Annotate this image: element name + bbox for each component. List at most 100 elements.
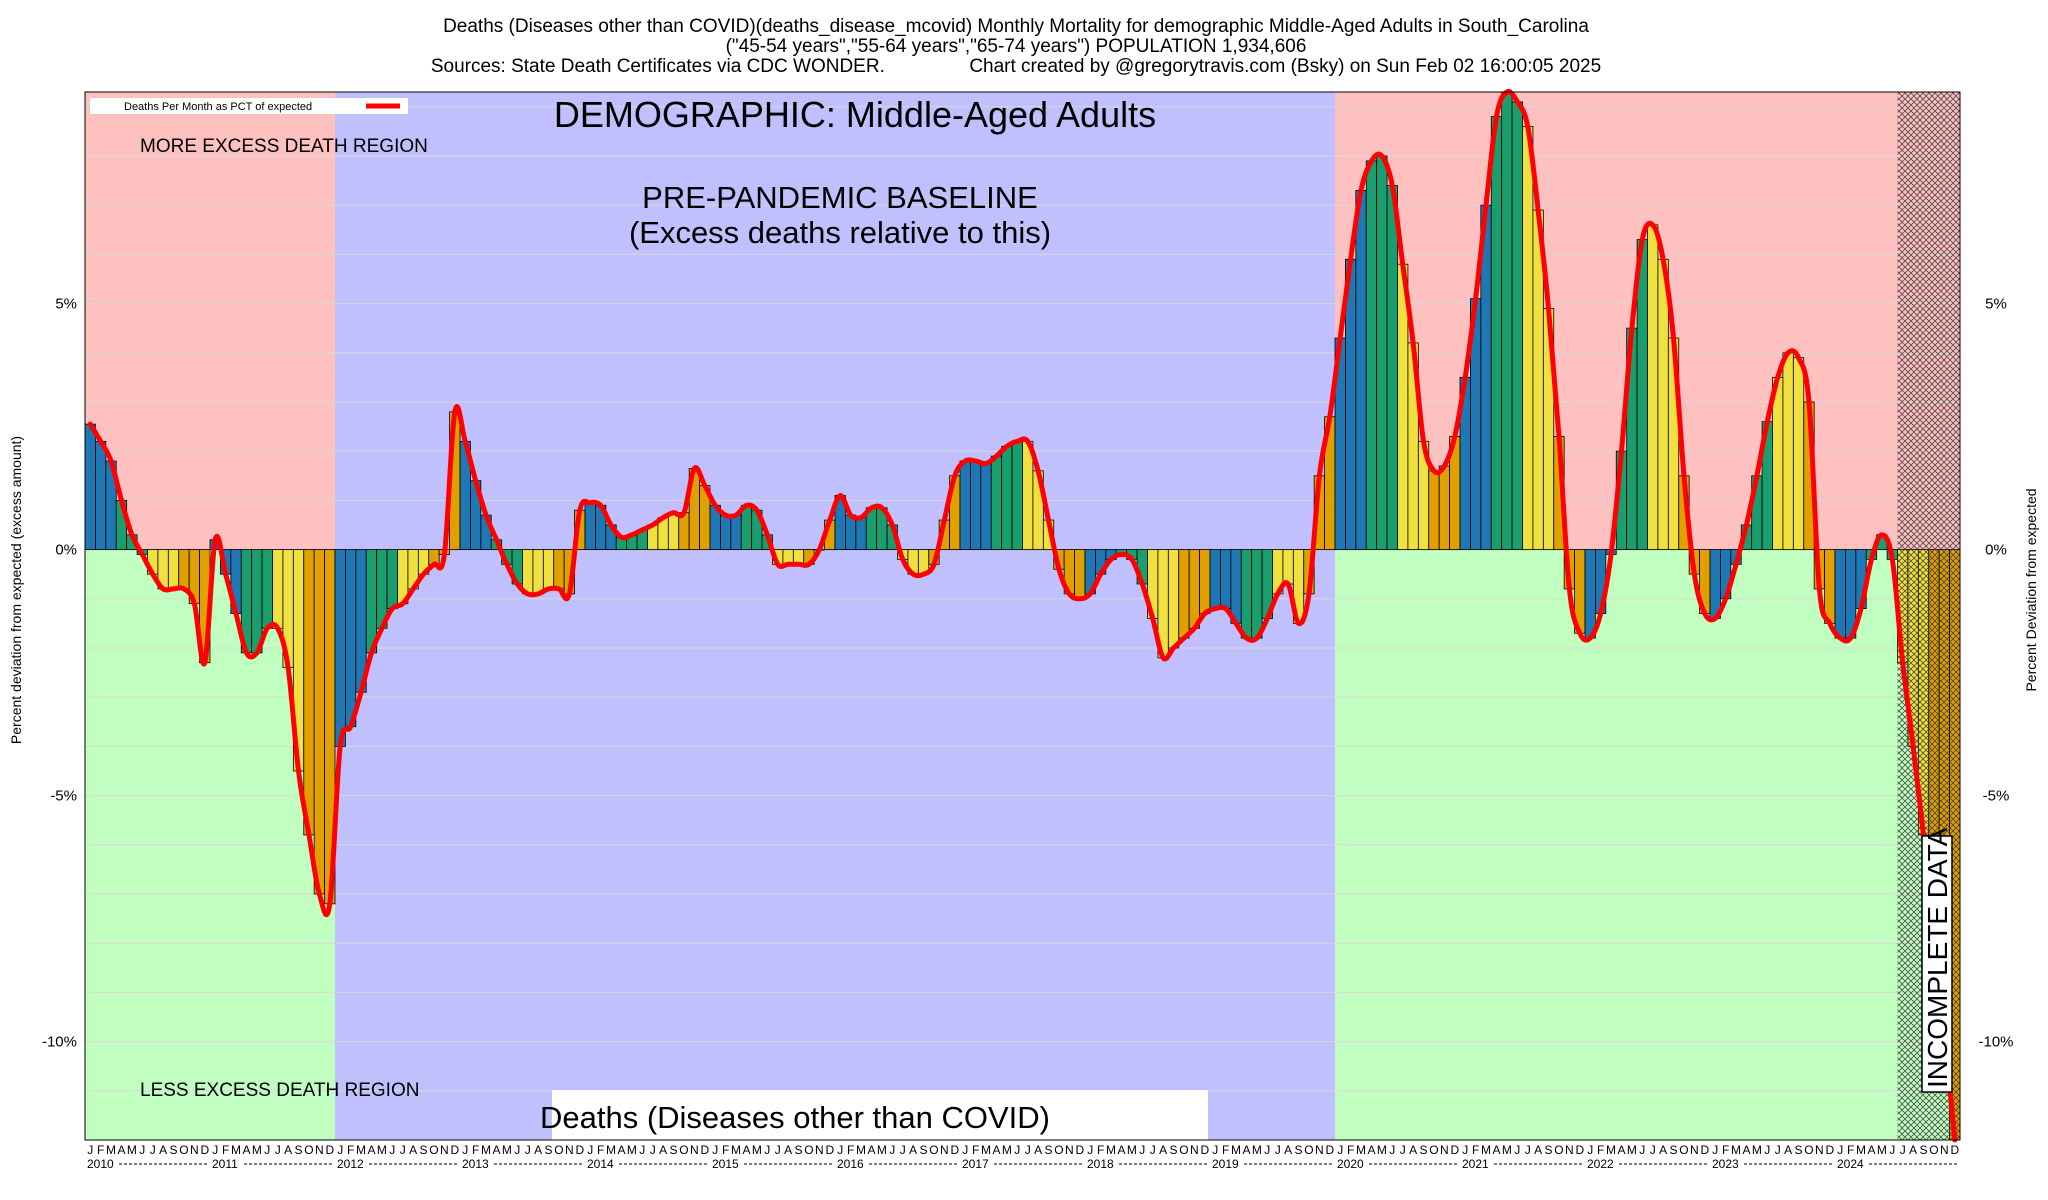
month-label: A (367, 1143, 375, 1157)
month-label: A (784, 1143, 792, 1157)
month-label: J (1712, 1143, 1718, 1157)
month-label: J (139, 1143, 145, 1157)
month-label: M (731, 1143, 741, 1157)
month-label: J (889, 1143, 895, 1157)
bar (1834, 549, 1846, 639)
month-label: J (1514, 1143, 1520, 1157)
month-label: A (1492, 1143, 1500, 1157)
month-label: M (231, 1143, 241, 1157)
bar (855, 517, 867, 550)
bar (1709, 549, 1721, 619)
y-tick-label-right: -5% (1983, 788, 2010, 805)
month-label: A (1617, 1143, 1625, 1157)
month-label: O (1429, 1143, 1438, 1157)
bar (542, 549, 555, 590)
month-label: N (1315, 1143, 1324, 1157)
month-label: J (775, 1143, 781, 1157)
bar (1178, 549, 1190, 639)
bar (1501, 91, 1513, 550)
bar (959, 460, 971, 550)
month-label: F (1597, 1143, 1604, 1157)
bar (95, 440, 107, 550)
baseline-label-line-1: PRE-PANDEMIC BASELINE (642, 180, 1038, 215)
year-label: 2019 (1212, 1157, 1239, 1171)
bar (1772, 376, 1784, 550)
month-label: O (179, 1143, 188, 1157)
year-label: 2018 (1087, 1157, 1114, 1171)
month-label: M (1752, 1143, 1762, 1157)
bar (1824, 549, 1836, 624)
bar (584, 502, 596, 550)
legend-label: Deaths Per Month as PCT of expected (124, 101, 312, 113)
month-label: J (900, 1143, 906, 1157)
bar (251, 549, 263, 654)
incomplete-data-box: INCOMPLETE DATA (1921, 827, 1953, 1093)
month-label: D (325, 1143, 334, 1157)
month-label: S (1920, 1143, 1928, 1157)
month-label: M (1606, 1143, 1616, 1157)
bar (970, 460, 982, 550)
bar (1188, 549, 1200, 629)
month-label: S (545, 1143, 553, 1157)
bar (1011, 440, 1023, 550)
month-label: A (284, 1143, 292, 1157)
bar (1792, 357, 1805, 550)
month-label: S (1420, 1143, 1428, 1157)
bar (1428, 470, 1440, 550)
month-label: M (1502, 1143, 1512, 1157)
month-label: J (87, 1143, 93, 1157)
month-label: F (1472, 1143, 1479, 1157)
month-label: J (1462, 1143, 1468, 1157)
month-label: J (1337, 1143, 1343, 1157)
bar (1001, 445, 1013, 550)
bar (1220, 549, 1232, 610)
month-label: M (1627, 1143, 1637, 1157)
month-label: D (1575, 1143, 1584, 1157)
month-label: J (1900, 1143, 1906, 1157)
month-label: N (1440, 1143, 1449, 1157)
month-label: N (190, 1143, 199, 1157)
month-label: A (1534, 1143, 1542, 1157)
month-label: N (690, 1143, 699, 1157)
month-label: F (1347, 1143, 1354, 1157)
bar (178, 549, 190, 590)
month-label: M (1481, 1143, 1491, 1157)
month-label: M (856, 1143, 866, 1157)
year-label: 2010 (87, 1157, 114, 1171)
month-label: F (347, 1143, 354, 1157)
month-label: F (222, 1143, 229, 1157)
month-label: J (389, 1143, 395, 1157)
month-label: J (1389, 1143, 1395, 1157)
month-label: O (554, 1143, 563, 1157)
month-label: N (1065, 1143, 1074, 1157)
month-label: A (1242, 1143, 1250, 1157)
bar (1167, 549, 1180, 649)
month-label: J (1212, 1143, 1218, 1157)
month-label: J (1139, 1143, 1145, 1157)
month-label: J (525, 1143, 531, 1157)
bar (730, 514, 742, 550)
y-tick-label: 0% (55, 542, 77, 559)
month-label: D (1825, 1143, 1834, 1157)
month-label: O (1304, 1143, 1313, 1157)
month-label: J (337, 1143, 343, 1157)
month-label: A (1909, 1143, 1917, 1157)
month-label: D (1450, 1143, 1459, 1157)
month-label: N (565, 1143, 574, 1157)
year-label: 2016 (837, 1157, 864, 1171)
month-label: F (97, 1143, 104, 1157)
bar (345, 549, 357, 728)
month-label: A (992, 1143, 1000, 1157)
bar (1511, 101, 1523, 550)
month-label: O (1179, 1143, 1188, 1157)
month-label: N (1190, 1143, 1199, 1157)
month-label: S (795, 1143, 803, 1157)
month-label: J (1150, 1143, 1156, 1157)
baseline-label-line-2: (Excess deaths relative to this) (629, 215, 1051, 250)
bar (1230, 549, 1242, 624)
year-label: 2020 (1337, 1157, 1364, 1171)
bar (386, 549, 398, 610)
bottom-title-box (552, 1090, 1208, 1146)
month-label: J (587, 1143, 593, 1157)
